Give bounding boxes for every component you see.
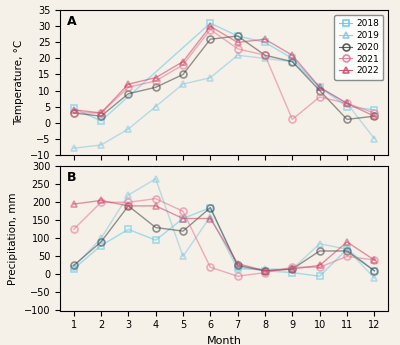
Text: A: A [66, 15, 76, 28]
Y-axis label: Temperature, °C: Temperature, °C [14, 40, 24, 125]
X-axis label: Month: Month [206, 336, 242, 345]
Legend: 2018, 2019, 2020, 2021, 2022: 2018, 2019, 2020, 2021, 2022 [334, 15, 384, 80]
Y-axis label: Precipitation, mm: Precipitation, mm [8, 192, 18, 285]
Text: B: B [66, 170, 76, 184]
